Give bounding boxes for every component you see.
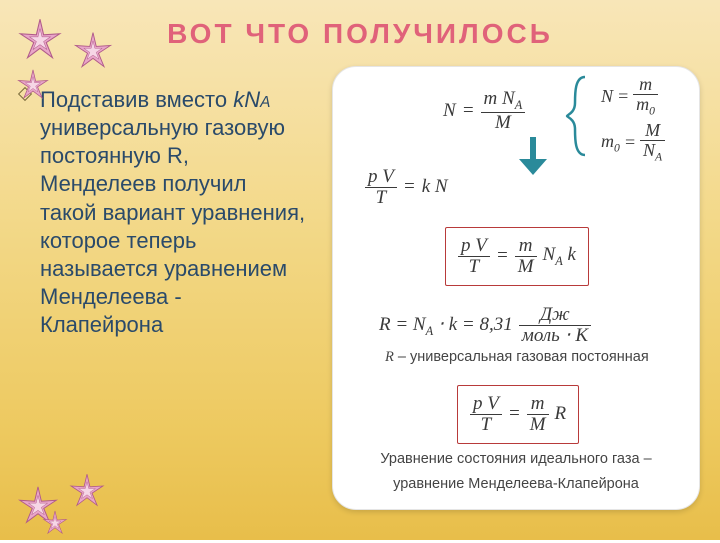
eq-N-mNA-M: N = m NA M — [443, 89, 525, 133]
star-icon — [14, 482, 62, 530]
eq-pV-T-mM-NAk-boxed: p V T = m M NA k — [445, 227, 589, 286]
bullet-marker-icon — [18, 87, 32, 101]
bullet-text: Подставив вместо kNA универсальную газов… — [40, 86, 308, 339]
arrow-down-icon — [509, 133, 557, 181]
eq-R-NAk-value: R = NA ⋅ k = 8,31 Дж моль ⋅ К — [379, 305, 591, 346]
formula-card: N = m NA M N = m m0 — [332, 66, 700, 510]
slide: ВОТ ЧТО ПОЛУЧИЛОСЬ Подставив вместо kNA … — [0, 0, 720, 540]
label-R-universal: R – универсальная газовая постоянная — [385, 349, 649, 366]
eq-m0-M-NA: m0 = M NA — [601, 121, 665, 164]
star-icon — [40, 508, 70, 538]
eq-pV-T-mM-R-boxed: p V T = m M R — [457, 385, 579, 444]
bullet-paragraph: Подставив вместо kNA универсальную газов… — [28, 86, 308, 339]
eq-N-m-m0: N = m m0 — [601, 75, 658, 118]
label-equation-name: Уравнение состояния идеального газа – ур… — [333, 447, 699, 496]
eq-pV-T-kN: p V T = k N — [365, 167, 448, 208]
star-icon — [66, 470, 108, 512]
title-text: ВОТ ЧТО ПОЛУЧИЛОСЬ — [0, 18, 720, 50]
brace-icon — [565, 73, 593, 159]
